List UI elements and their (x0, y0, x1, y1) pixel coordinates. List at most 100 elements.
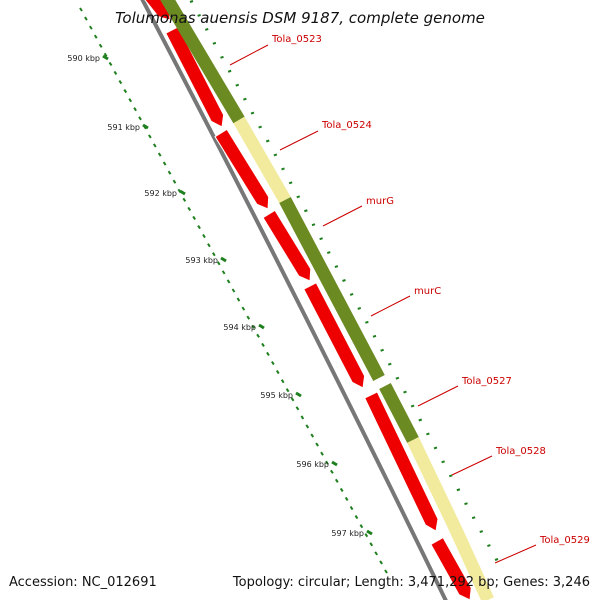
cds-block-tola-0523 (165, 26, 225, 128)
gene-label-tola-0529: Tola_0529 (539, 535, 590, 546)
ruler-minor-tick (384, 569, 388, 574)
cog-band-segment (233, 116, 291, 204)
ruler-minor-tick (152, 143, 157, 148)
ruler-tick-label: 590 kbp (67, 54, 100, 63)
outer-scale-tick (372, 334, 377, 338)
outer-scale-tick (227, 69, 232, 73)
ruler-minor-tick (285, 388, 290, 393)
ruler-major-tick (102, 54, 109, 61)
gene-labels: Tola_0523 Tola_0524 murG murC Tola_0527 Tola_… (229, 34, 590, 564)
outer-scale-tick (456, 488, 461, 492)
ruler-minor-tick (334, 478, 339, 483)
outer-scale-tick (288, 181, 293, 185)
cog-band-segment (379, 383, 419, 443)
outer-scale-tick (426, 432, 430, 436)
outer-scale-tick (471, 516, 476, 520)
outer-scale-tick (243, 97, 247, 101)
outer-scale-tick (273, 153, 278, 157)
outer-scale-tick (296, 195, 301, 199)
gene-label-tola-0523: Tola_0523 (271, 34, 322, 45)
ruler-tick-label: 592 kbp (144, 189, 177, 198)
ruler-major-tick (295, 391, 302, 398)
outer-scale-tick (265, 139, 270, 143)
ruler-tick-label: 595 kbp (260, 391, 293, 400)
outer-scale-tick (395, 376, 400, 380)
ruler-minor-tick (251, 324, 256, 329)
outer-scale-tick (220, 55, 224, 59)
ruler-minor-tick (325, 460, 329, 465)
ruler-minor-tick (157, 152, 162, 157)
ruler-minor-tick (280, 379, 285, 384)
ruler-minor-tick (374, 551, 378, 556)
cds-block-tola-0524 (214, 128, 270, 210)
outer-scale-tick (212, 41, 217, 45)
cog-band-segment (450, 527, 494, 600)
ruler-tick-label: 596 kbp (296, 460, 329, 469)
outer-scale-tick (334, 265, 339, 268)
ruler-minor-tick (261, 342, 265, 347)
ruler-minor-tick (349, 505, 354, 511)
ruler-minor-tick (339, 487, 344, 492)
outer-scale-tick (494, 558, 499, 561)
ruler-minor-tick (128, 98, 133, 103)
gene-label-leader-line (229, 44, 269, 66)
outer-scale-tick (235, 83, 240, 87)
ruler-minor-tick (167, 170, 172, 175)
outer-scale-tick (464, 502, 468, 506)
ruler-minor-tick (162, 161, 167, 166)
ruler-minor-tick (379, 560, 383, 565)
ruler-minor-tick (236, 297, 241, 302)
ruler-minor-tick (148, 134, 152, 139)
outer-scale-tick (448, 474, 453, 478)
ruler-minor-tick (118, 79, 123, 85)
ruler-minor-tick (300, 415, 305, 420)
cog-band-segment (407, 437, 462, 533)
ruler-minor-tick (79, 7, 83, 12)
ruler-minor-tick (93, 34, 98, 39)
accession-text: Accession: NC_012691 (9, 575, 157, 590)
ruler-minor-tick (197, 224, 201, 230)
ruler-minor-tick (320, 451, 324, 456)
ruler-minor-tick (221, 270, 226, 275)
ruler-minor-tick (192, 215, 196, 221)
genome-summary-text: Topology: circular; Length: 3,471,292 bp… (232, 575, 590, 590)
genome-title: Tolumonas auensis DSM 9187, complete gen… (115, 9, 485, 27)
ruler-major-tick (220, 256, 227, 263)
outer-scale-tick (349, 293, 354, 296)
ruler-major-tick (366, 529, 373, 536)
outer-scale-tick (304, 209, 308, 213)
kbp-ruler: 590 kbp 591 kbp 592 kbp 593 kbp 594 kbp 595 k… (67, 7, 388, 574)
ruler-minor-tick (295, 406, 300, 411)
ruler-minor-tick (138, 116, 142, 121)
ruler-minor-tick (359, 524, 364, 529)
ruler-major-tick (142, 123, 149, 130)
ruler-minor-tick (133, 107, 137, 112)
ruler-minor-tick (103, 52, 108, 57)
outer-scale-tick (380, 348, 384, 352)
ruler-minor-tick (241, 306, 246, 311)
ruler-minor-tick (123, 89, 128, 94)
ruler-minor-tick (84, 16, 88, 21)
ruler-minor-tick (271, 360, 275, 366)
outer-scale-tick (387, 362, 392, 366)
ruler-minor-tick (172, 179, 177, 184)
outer-scale-tick (326, 251, 331, 255)
cds-block-murg (262, 209, 312, 282)
cog-band-segment (160, 0, 245, 124)
ruler-minor-tick (256, 333, 260, 338)
ruler-minor-tick (89, 25, 93, 30)
ruler-minor-tick (231, 288, 236, 293)
ruler-minor-tick (216, 261, 221, 266)
ruler-minor-tick (202, 234, 206, 239)
ruler-minor-tick (305, 424, 310, 429)
ruler-minor-tick (330, 469, 334, 474)
gene-label-leader-line (494, 544, 537, 564)
outer-scale-tick (250, 111, 255, 115)
outer-scale-tick (441, 460, 445, 464)
outer-scale-tick (204, 27, 209, 31)
ruler-major-tick (258, 323, 265, 330)
ruler-minor-tick (354, 515, 359, 520)
ruler-tick-label: 594 kbp (223, 323, 256, 332)
ruler-minor-tick (315, 442, 319, 447)
